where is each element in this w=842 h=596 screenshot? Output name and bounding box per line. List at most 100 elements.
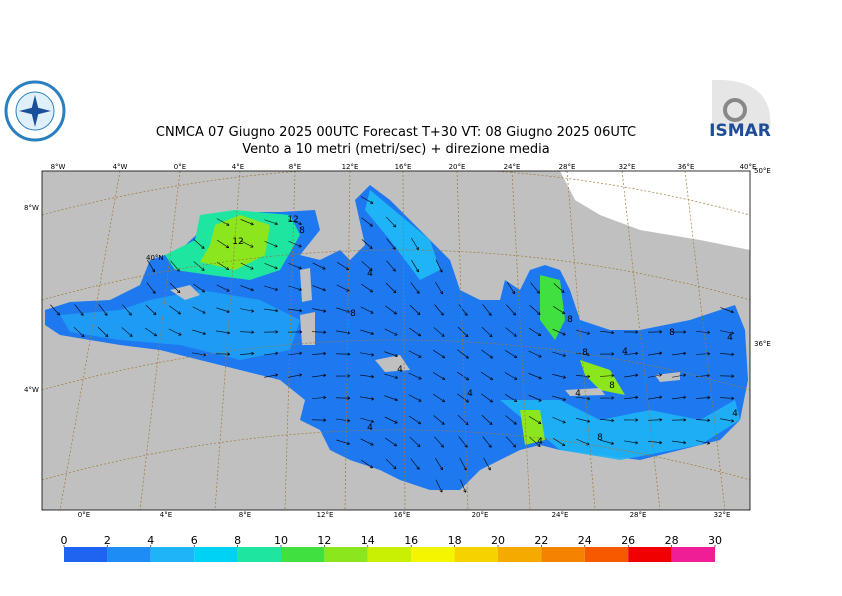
wind-arrow (239, 351, 255, 356)
wind-arrow (671, 330, 687, 334)
colorbar-segment (541, 547, 585, 562)
contour-label: 12 (232, 237, 243, 247)
wind-arrow (361, 217, 373, 227)
wind-arrow (410, 282, 420, 294)
wind-arrow (360, 417, 374, 423)
colorbar-tick-label: 14 (361, 534, 375, 547)
colorbar-tick-label: 20 (491, 534, 505, 547)
wind-arrow (457, 414, 469, 426)
title: CNMCA 07 Giugno 2025 00UTC Forecast T+30… (156, 125, 636, 140)
wind-arrow (264, 285, 278, 291)
wind-arrow (312, 373, 327, 378)
colorbar-segment (281, 547, 325, 562)
wind-arrow (360, 306, 374, 314)
wind-arrow (361, 261, 373, 271)
wind-arrow (168, 328, 182, 336)
wind-arrow (458, 304, 468, 316)
wind-arrow (240, 285, 254, 292)
wind-arrow (335, 374, 351, 378)
lon-label: 24°E (504, 163, 521, 171)
side-label: 36°E (754, 340, 771, 348)
colorbar-segment (671, 547, 715, 562)
contour-label: 4 (622, 347, 628, 357)
wind-arrow (360, 396, 375, 401)
wind-arrow (432, 372, 446, 380)
wind-arrow (193, 239, 205, 249)
wind-arrow (459, 479, 467, 493)
colorbar-segment (454, 547, 498, 562)
wind-arrow (672, 351, 687, 356)
colorbar-tick-label: 0 (61, 534, 68, 547)
wind-arrow (553, 283, 565, 293)
wind-arrow (482, 304, 492, 316)
colorbar-tick-label: 18 (448, 534, 462, 547)
wind-arrow (506, 304, 516, 316)
wind-arrow (695, 352, 711, 356)
wind-arrow (671, 418, 687, 422)
lon-label: 8°E (289, 163, 301, 171)
wind-arrow (648, 395, 663, 400)
wind-arrow (239, 330, 255, 334)
wind-arrow (434, 436, 444, 448)
wind-arrow (288, 373, 303, 378)
wind-arrow (411, 237, 419, 251)
wind-arrow (384, 328, 398, 336)
wind-arrow (264, 263, 278, 270)
wind-arrow (528, 394, 542, 402)
contour-label: 8 (609, 381, 615, 391)
wind-arrow (147, 259, 155, 273)
wind-arrow (288, 263, 302, 270)
colorbar-segment (498, 547, 542, 562)
logo-text: ISMAR (709, 121, 771, 141)
lon-label: 28°E (630, 511, 647, 519)
wind-arrow (192, 329, 206, 335)
wind-arrow (288, 351, 303, 356)
wind-arrow (240, 262, 254, 270)
wind-arrow (505, 327, 517, 337)
lon-label: 4°E (160, 511, 172, 519)
colorbar-segment (324, 547, 368, 562)
wind-arrow (695, 396, 711, 400)
wind-arrow (385, 458, 397, 470)
wind-arrow (481, 415, 493, 426)
wind-arrow (624, 440, 639, 445)
wind-arrow (73, 326, 85, 338)
wind-arrow (528, 327, 542, 337)
wind-arrow (193, 283, 205, 293)
wind-arrow (623, 330, 639, 334)
wind-arrow (410, 458, 420, 470)
wind-arrow (435, 479, 443, 493)
wind-arrow (695, 330, 711, 335)
wind-arrow (600, 418, 615, 423)
wind-arrow (648, 373, 663, 378)
wind-arrow (504, 372, 518, 380)
wind-arrow (169, 282, 181, 294)
wind-arrow (216, 284, 230, 292)
wind-arrow (264, 308, 279, 313)
wind-arrow (74, 304, 84, 316)
wind-arrow (386, 260, 396, 272)
lon-label: 36°E (678, 163, 695, 171)
wind-arrow (385, 216, 397, 228)
lon-label: 4°E (232, 163, 244, 171)
wind-arrow (505, 415, 517, 425)
wind-arrow (481, 393, 493, 403)
wind-arrow (311, 418, 327, 422)
wind-arrow (672, 395, 687, 400)
wind-arrow (386, 238, 396, 250)
wind-arrow (384, 351, 398, 358)
wind-arrow (576, 329, 590, 335)
wind-arrow (288, 240, 302, 248)
wind-arrow (506, 281, 516, 295)
coordinate-labels: 8°W 4°W 0°E 4°E 8°E 12°E 16°E 20°E 24°E 28°E 32°E 3… (24, 163, 771, 519)
wind-arrow (384, 416, 398, 424)
wind-arrow (311, 351, 327, 356)
wind-arrows (50, 196, 735, 493)
wind-arrow (552, 351, 566, 357)
contour-label: 4 (367, 269, 373, 279)
colorbar-segment (237, 547, 281, 562)
wind-arrow (216, 262, 230, 271)
wind-arrow (336, 261, 350, 271)
